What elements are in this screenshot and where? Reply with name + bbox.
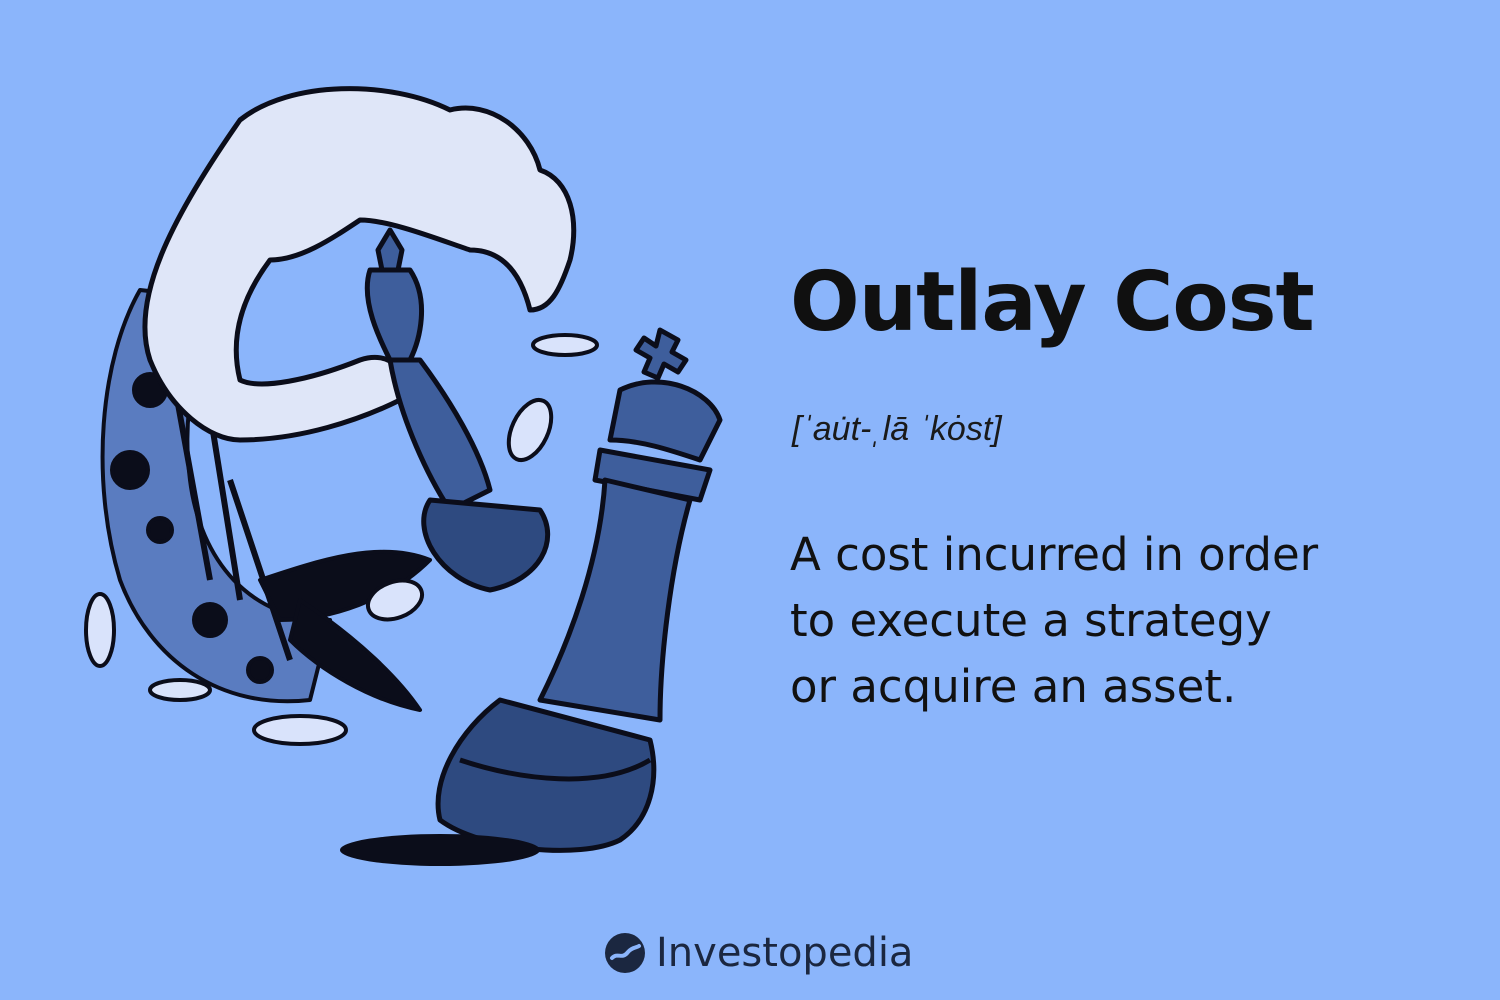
banknote-roll-icon (100, 288, 432, 712)
definition-line: or acquire an asset. (790, 660, 1237, 713)
shadow-icon (340, 834, 540, 866)
brand-name: Investopedia (656, 930, 914, 976)
chess-hand-illustration (84, 86, 723, 866)
definition-line: A cost incurred in order (790, 528, 1319, 581)
brand-footer: Investopedia (604, 930, 913, 976)
hand-icon (142, 86, 577, 443)
investopedia-logo-icon (605, 933, 645, 973)
coin-icons (84, 333, 599, 746)
term-definition: A cost incurred in order to execute a st… (790, 522, 1430, 720)
falling-chess-king-icon (435, 327, 723, 853)
term-title: Outlay Cost (790, 255, 1315, 350)
term-pronunciation: [ˈau̇t-ˌlā ˈkȯst] (792, 410, 1002, 448)
definition-line: to execute a strategy (790, 594, 1272, 647)
held-chess-king-icon (364, 227, 551, 593)
